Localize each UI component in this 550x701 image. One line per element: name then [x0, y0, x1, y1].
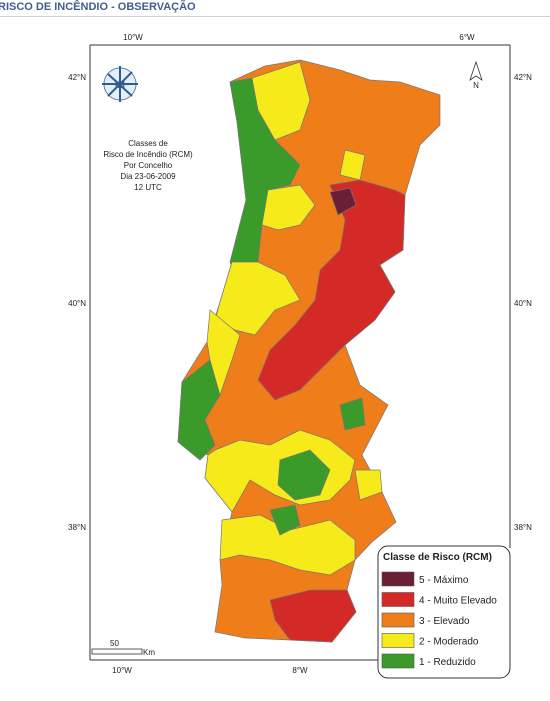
north-arrow: N — [469, 60, 483, 90]
lat-label: 38°N — [68, 523, 86, 532]
lat-label: 42°N — [514, 73, 532, 82]
scale-unit: Km — [143, 648, 155, 657]
caption-line: Dia 23-06-2009 — [120, 172, 176, 181]
logo: IM — [102, 66, 138, 102]
lon-label: 8°W — [292, 666, 308, 675]
legend-label: 1 - Reduzido — [419, 657, 476, 668]
legend-swatch — [381, 653, 415, 669]
legend-title: Classe de Risco (RCM) — [383, 552, 492, 563]
lat-label: 38°N — [514, 523, 532, 532]
legend-label: 2 - Moderado — [419, 637, 479, 648]
legend-swatch — [381, 633, 415, 648]
lon-label: 10°W — [123, 33, 143, 42]
header-title: RISCO DE INCÊNDIO - OBSERVAÇÃO — [0, 1, 196, 13]
country — [177, 59, 441, 643]
lat-label: 42°N — [68, 73, 86, 82]
legend-swatch — [381, 571, 415, 587]
lat-label: 40°N — [514, 299, 532, 308]
legend-swatch — [381, 592, 415, 607]
header: RISCO DE INCÊNDIO - OBSERVAÇÃO — [0, 0, 550, 17]
lon-label: 6°W — [459, 33, 475, 42]
logo-text: IM — [115, 80, 125, 90]
caption-line: 12 UTC — [134, 183, 162, 192]
caption-line: Por Concelho — [124, 161, 173, 170]
legend-swatch — [381, 612, 415, 628]
scale-bar: 50 Km — [91, 639, 155, 657]
lon-label: 10°W — [112, 666, 132, 675]
legend-label: 4 - Muito Elevado — [419, 596, 497, 607]
legend-label: 3 - Elevado — [419, 616, 470, 627]
legend: Classe de Risco (RCM) 5 - Máximo 4 - Muit… — [377, 545, 511, 679]
scale-value: 50 — [110, 639, 119, 648]
caption-line: Risco de Incêndio (RCM) — [103, 150, 193, 159]
caption-line: Classes de — [128, 139, 168, 148]
legend-label: 5 - Máximo — [419, 575, 469, 586]
lat-label: 40°N — [68, 299, 86, 308]
north-label: N — [473, 81, 479, 90]
